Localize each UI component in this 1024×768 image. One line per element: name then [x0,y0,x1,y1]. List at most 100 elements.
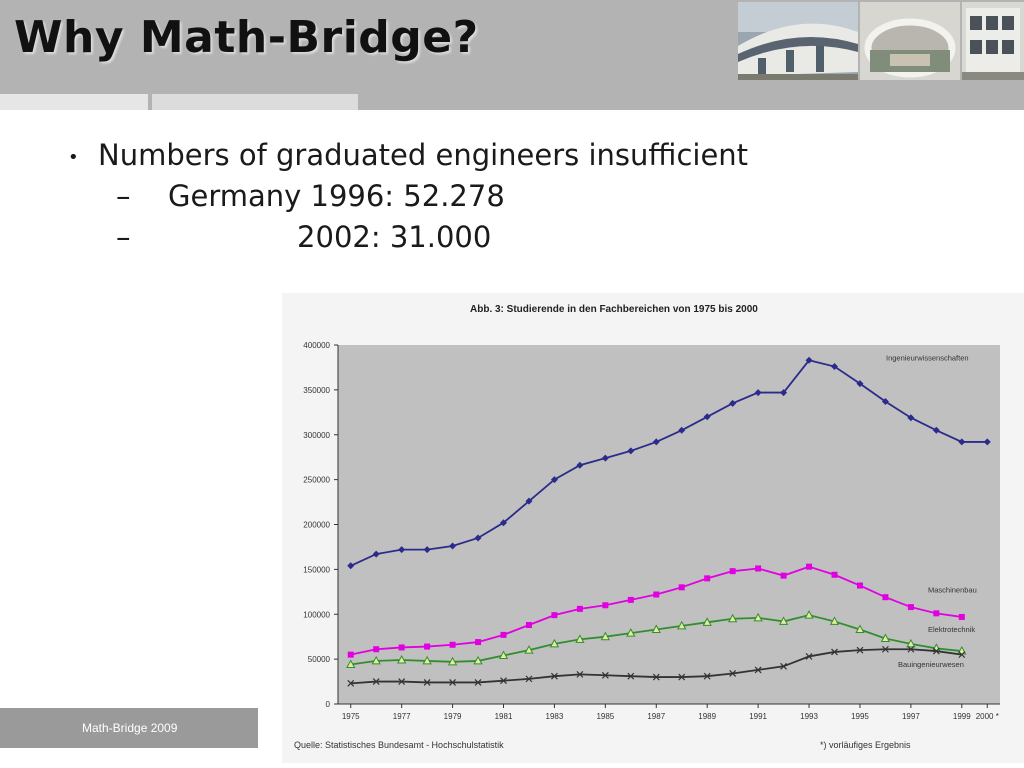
data-point [550,476,558,484]
data-point [703,413,711,421]
data-point [856,646,864,654]
footer-text: Math-Bridge 2009 [82,721,178,735]
data-point [678,584,685,591]
data-point [932,426,940,434]
data-point [525,622,532,629]
data-point [601,454,609,462]
sub-bullet-item: – 2002: 31.000 [68,220,748,254]
data-point [958,613,965,620]
data-point [627,596,634,603]
header-decor-strip [152,94,358,110]
chart-footnote: *) vorläufiges Ergebnis [820,740,911,750]
data-point [652,673,660,681]
y-tick-label: 350000 [303,386,330,395]
chart-source: Quelle: Statistisches Bundesamt - Hochsc… [294,740,504,750]
chart-title: Abb. 3: Studierende in den Fachbereichen… [470,304,758,315]
data-point [500,519,507,527]
y-tick-label: 150000 [303,565,330,574]
data-point [498,650,509,660]
data-point [627,672,635,680]
data-point [424,643,431,650]
data-point [475,639,482,646]
y-tick-label: 200000 [303,521,330,530]
data-point [576,605,583,612]
series-label: Maschinenbau [928,586,977,595]
data-point [576,461,584,469]
bullet-dot-icon: • [68,146,79,168]
x-tick-label: 1991 [749,712,767,721]
data-point [397,654,407,664]
x-tick-label: 2000 * [976,712,999,721]
data-point [525,675,533,683]
data-point [347,679,355,687]
x-tick-label: 1979 [444,712,462,721]
y-tick-label: 400000 [303,341,330,350]
data-point [347,651,354,658]
data-point [398,546,406,554]
data-point [805,653,813,660]
data-point [831,648,838,656]
x-tick-label: 1999 [953,712,971,721]
data-point [856,380,864,388]
data-point [778,616,789,625]
data-point [398,678,406,685]
data-point [780,572,787,579]
x-tick-label: 1987 [647,712,665,721]
data-point [906,638,916,648]
data-point [500,631,507,638]
data-point [728,613,738,623]
data-point [550,672,558,680]
data-point [678,673,686,681]
data-point [398,644,405,651]
data-point [704,575,711,582]
x-tick-label: 1983 [546,712,564,721]
x-tick-label: 1993 [800,712,818,721]
data-point [346,659,356,669]
data-point [805,356,813,364]
data-point [855,624,865,634]
data-point [372,550,380,558]
data-point [729,670,737,677]
data-point [524,645,534,654]
data-point [780,389,788,397]
sub-bullet-dash: – [116,179,131,213]
data-point [678,426,686,434]
data-point [652,438,660,446]
building-photo [738,2,858,80]
data-point [449,641,456,648]
data-point [373,646,380,653]
data-point [907,645,915,653]
data-point [602,602,609,609]
data-point [831,571,838,578]
building-photo [860,2,960,80]
data-point [882,594,889,601]
y-tick-label: 0 [326,700,331,709]
data-point [804,610,814,619]
data-point [347,562,355,570]
series-line [350,359,988,567]
footer-bar: Math-Bridge 2009 [0,708,258,748]
data-point [729,568,736,575]
data-point [881,398,889,406]
data-point [551,612,558,619]
data-point [372,678,380,685]
y-tick-label: 100000 [303,610,330,619]
data-point [881,645,889,653]
data-point [932,647,940,655]
data-point [829,616,840,625]
data-point [473,655,483,665]
slide-title: Why Math-Bridge? [14,12,479,63]
data-point [525,497,533,505]
data-point [983,438,991,446]
building-photo [962,2,1024,80]
bullet-item: • Numbers of graduated engineers insuffic… [68,138,748,172]
students-line-chart: Abb. 3: Studierende in den Fachbereichen… [282,293,1024,763]
data-point [449,542,457,550]
y-tick-label: 250000 [303,476,330,485]
sub-bullet-item: – Germany 1996: 52.278 [68,179,748,213]
data-point [806,563,813,570]
data-point [907,604,914,611]
data-point [856,582,863,589]
data-point [447,656,458,666]
data-point [422,655,432,665]
